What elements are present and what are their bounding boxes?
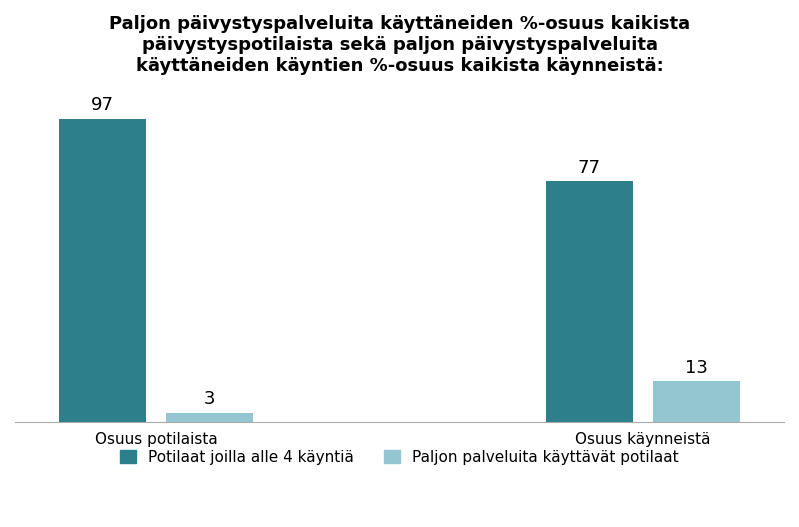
Text: 97: 97 (91, 96, 114, 114)
Legend: Potilaat joilla alle 4 käyntiä, Paljon palveluita käyttävät potilaat: Potilaat joilla alle 4 käyntiä, Paljon p… (121, 450, 678, 465)
Text: 13: 13 (685, 358, 708, 377)
Title: Paljon päivystyspalveluita käyttäneiden %-osuus kaikista
päivystyspotilaista sek: Paljon päivystyspalveluita käyttäneiden … (109, 15, 690, 75)
Bar (59, 119, 146, 422)
Bar (653, 381, 740, 422)
Bar (546, 181, 633, 422)
Bar (166, 413, 253, 422)
Text: 3: 3 (204, 390, 216, 408)
Text: 77: 77 (578, 159, 601, 177)
